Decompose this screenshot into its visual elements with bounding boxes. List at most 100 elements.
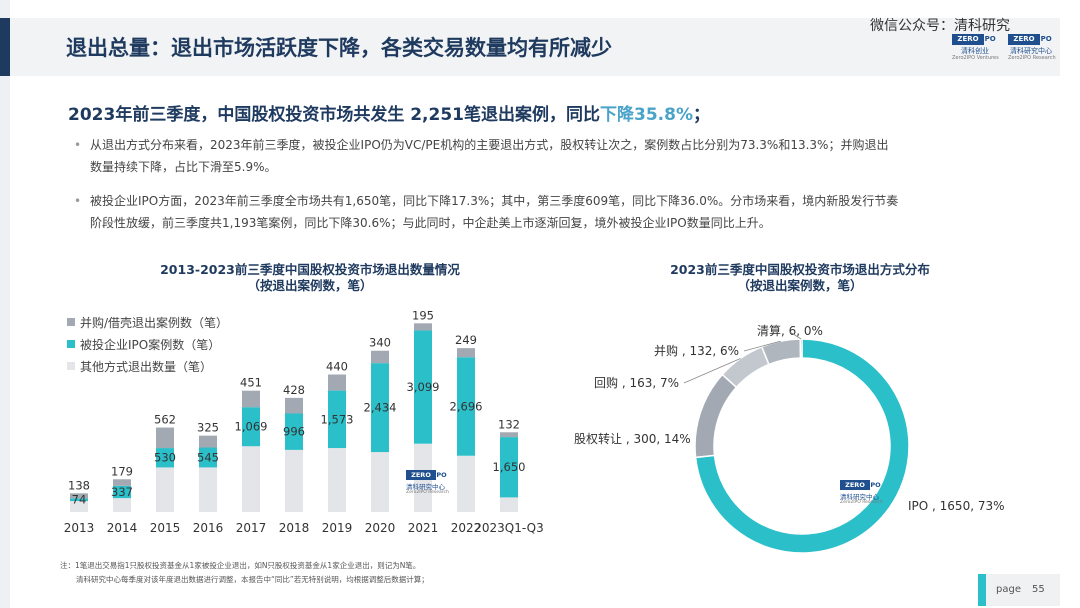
page-label: page (996, 584, 1021, 595)
bar-segment (156, 427, 174, 449)
header-band (10, 18, 1060, 76)
bullet-line: 从退出方式分布来看，2023年前三季度，被投企业IPO仍为VC/PE机构的主要退… (90, 138, 889, 152)
bullet-line: 阶段性放缓，前三季度共1,193笔案例，同比下降30.6%；与此同时，中企赴美上… (90, 216, 771, 230)
donut-data-label: 回购 , 163, 7% (594, 375, 679, 390)
bar-data-label-ma: 138 (68, 478, 90, 492)
logo-badge: ZERO (1008, 34, 1040, 45)
bar-data-label-ma: 249 (455, 333, 477, 347)
bar-data-label-ma: 451 (240, 376, 262, 390)
donut-chart-subtitle: （按退出案例数，笔） (737, 278, 863, 293)
logo-ipo: IPO (434, 471, 447, 479)
bar-data-label-ipo: 1,573 (321, 412, 354, 426)
zero2ipo-ventures-logo: ZERO IPO 清科创业 Zero2IPO Ventures (952, 34, 999, 64)
bar-segment (328, 374, 346, 391)
bullet-dot: • (74, 194, 82, 208)
bar-data-label-ipo: 2,434 (364, 401, 397, 415)
footnote-2: 清科研究中心每季度对该年度退出数据进行调整，本报告中“同比”若无特别说明，均根据… (76, 575, 429, 584)
donut-slice (799, 338, 803, 359)
x-tick-label: 2013 (64, 521, 95, 535)
logo-badge: ZERO (840, 480, 870, 490)
donut-watermark-logo: ZERO IPO 清科研究中心 Zero2IPO Research (840, 480, 892, 508)
legend-swatch (67, 362, 75, 370)
bar-segment (414, 330, 432, 444)
donut-data-label: 股权转让 , 300, 14% (574, 431, 691, 446)
bar-segment (113, 498, 131, 512)
x-tick-label: 2022 (451, 521, 482, 535)
bar-segment (156, 448, 174, 468)
bar-segment (500, 497, 518, 512)
donut-slice (694, 338, 910, 554)
bar-segment (156, 467, 174, 512)
bar-segment (113, 485, 131, 499)
bar-segment (371, 452, 389, 512)
logo-sub: Zero2IPO Research (840, 500, 883, 505)
donut-slice (760, 338, 802, 366)
x-tick-label: 2014 (107, 521, 138, 535)
bar-segment (242, 407, 260, 447)
bar-data-label-ipo: 2,696 (450, 399, 483, 413)
bar-segment (285, 413, 303, 450)
legend-label: 被投企业IPO案例数（笔） (80, 337, 220, 352)
bar-chart-subtitle: （按退出案例数，笔） (247, 278, 373, 293)
header-logos: ZERO IPO 清科创业 Zero2IPO Ventures ZERO IPO… (952, 34, 1056, 64)
bullet-dot: • (74, 138, 82, 152)
page-accent (978, 574, 986, 606)
logo-name: 清科研究中心 (406, 483, 445, 491)
bar-segment (199, 435, 217, 448)
bar-data-label-ma: 340 (369, 336, 391, 350)
wechat-watermark: 微信公众号：清科研究 (870, 18, 1010, 34)
donut-slice (694, 373, 738, 459)
donut-data-label: IPO , 1650, 73% (908, 499, 1005, 513)
bar-segment (242, 390, 260, 408)
bullet-ipo: • 被投企业IPO方面，2023年前三季度全市场共有1,650笔，同比下降17.… (74, 190, 1020, 234)
x-tick-label: 2017 (236, 521, 267, 535)
logo-sub: Zero2IPO Ventures (952, 55, 999, 61)
bar-data-label-ipo: 530 (154, 451, 176, 465)
logo-ipo: IPO (1038, 35, 1052, 43)
x-tick-label: 2016 (193, 521, 224, 535)
bar-data-label-ipo: 1,069 (235, 420, 268, 434)
bar-data-label-ipo: 337 (111, 485, 133, 499)
chart-watermark-logo: ZERO IPO 清科研究中心 Zero2IPO Research (406, 470, 458, 498)
bar-chart-title-text: 2013-2023前三季度中国股权投资市场退出数量情况 (160, 262, 460, 277)
bar-segment (457, 357, 475, 456)
x-tick-label: 2021 (408, 521, 439, 535)
bar-segment (113, 479, 131, 486)
left-accent-bar (0, 18, 10, 76)
logo-name: 清科研究中心 (1010, 47, 1052, 55)
bar-segment (457, 455, 475, 512)
leader-line (683, 358, 741, 384)
logo-sub: Zero2IPO Research (406, 490, 449, 495)
bar-data-label-ma: 195 (412, 308, 434, 322)
bullet-exit-methods: • 从退出方式分布来看，2023年前三季度，被投企业IPO仍为VC/PE机构的主… (74, 134, 1020, 178)
bar-chart-title: 2013-2023前三季度中国股权投资市场退出数量情况 （按退出案例数，笔） (60, 262, 560, 294)
bar-segment (500, 437, 518, 498)
bar-data-label-ipo: 996 (283, 425, 305, 439)
legend-swatch (67, 340, 75, 348)
bar-segment (70, 493, 88, 499)
bar-segment (242, 446, 260, 512)
leader-line (789, 331, 802, 340)
legend-swatch (67, 318, 75, 326)
page-number: 55 (1032, 584, 1045, 595)
bar-data-label-ma: 179 (111, 464, 133, 478)
bar-segment (328, 448, 346, 512)
bar-data-label-ma: 562 (154, 413, 176, 427)
x-tick-label: 2015 (150, 521, 181, 535)
logo-ipo: IPO (868, 481, 881, 489)
footnote-1: 注：1笔退出交易指1只股权投资基金从1家被投企业退出，如N只股权投资基金从1家企… (60, 561, 421, 570)
logo-badge: ZERO (952, 34, 984, 45)
logo-sub: Zero2IPO Research (1008, 55, 1056, 61)
x-tick-label: 2020 (365, 521, 396, 535)
logo-name: 清科研究中心 (840, 493, 879, 501)
bar-data-label-ma: 440 (326, 360, 348, 374)
donut-chart-title-text: 2023前三季度中国股权投资市场退出方式分布 (670, 262, 930, 277)
bar-data-label-ipo: 3,099 (407, 380, 440, 394)
bar-segment (328, 390, 346, 449)
bar-segment (414, 323, 432, 331)
bar-segment (285, 397, 303, 414)
bar-data-label-ma: 132 (498, 417, 520, 431)
headline-highlight: 下降35.8% (600, 105, 693, 125)
bar-segment (371, 363, 389, 453)
